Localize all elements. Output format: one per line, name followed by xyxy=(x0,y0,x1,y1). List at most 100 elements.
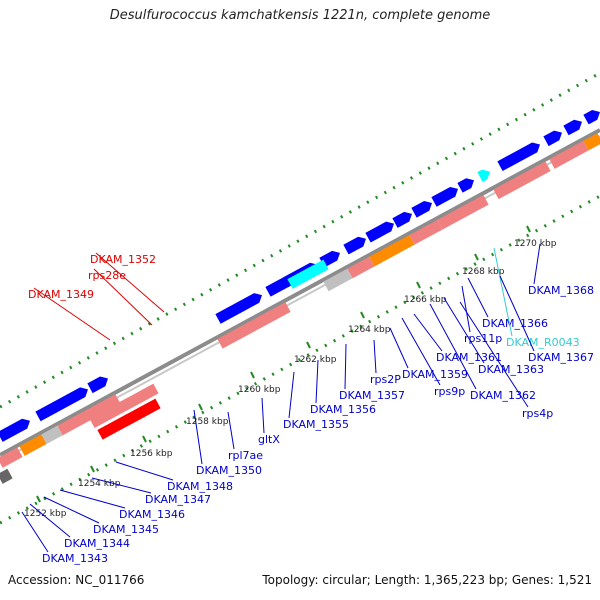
gene-arrow xyxy=(411,201,432,218)
label-leader-line xyxy=(389,327,409,369)
accession-text: Accession: NC_011766 xyxy=(8,573,145,587)
gene-feature xyxy=(89,383,159,429)
gene-feature xyxy=(411,201,432,218)
label-leader-line xyxy=(315,359,319,404)
tick-track: 1252 kbp 1254 kbp 1256 kbp 1258 kbp 1260 kbp… xyxy=(24,225,557,519)
gene-feature xyxy=(457,178,475,193)
label-leader-line xyxy=(288,371,295,419)
gene-feature xyxy=(217,302,291,349)
gene-feature xyxy=(287,259,329,289)
gene-label: DKAM_1350 xyxy=(196,464,262,477)
label-leader-line xyxy=(59,489,126,509)
label-leader-line xyxy=(401,317,441,386)
label-leader-line xyxy=(33,287,111,341)
gene-feature xyxy=(369,234,415,267)
feature-track xyxy=(0,110,600,484)
gene-feature xyxy=(409,219,443,245)
gene-arrow xyxy=(343,236,366,255)
gene-block xyxy=(583,133,600,151)
gene-feature xyxy=(0,418,30,442)
gene-feature xyxy=(343,236,366,255)
gene-feature xyxy=(563,119,583,136)
tick-mark xyxy=(250,371,255,379)
gene-label: gltX xyxy=(258,433,280,446)
gene-label: DKAM_1368 xyxy=(528,284,594,297)
gene-block xyxy=(493,161,551,200)
gene-label: DKAM_1344 xyxy=(64,537,130,550)
tick-label: 1262 kbp xyxy=(294,355,337,365)
gene-feature xyxy=(57,394,121,436)
tick-label: 1268 kbp xyxy=(462,267,505,277)
label-leader-line xyxy=(459,301,529,408)
gene-label: DKAM_R0043 xyxy=(506,336,580,349)
gene-block xyxy=(437,194,489,230)
gene-label: DKAM_1356 xyxy=(310,403,376,416)
gene-feature xyxy=(97,398,161,440)
gene-label: DKAM_1346 xyxy=(119,508,185,521)
label-leader-line xyxy=(29,503,71,538)
gene-label: DKAM_1366 xyxy=(482,317,548,330)
label-leader-line xyxy=(93,268,153,326)
label-leader-line xyxy=(193,409,203,465)
genome-stats-text: Topology: circular; Length: 1,365,223 bp… xyxy=(262,573,592,587)
gene-feature xyxy=(392,211,413,228)
gene-block xyxy=(19,434,47,456)
gene-label: DKAM_1348 xyxy=(167,480,233,493)
gene-label: DKAM_1362 xyxy=(470,389,536,402)
gene-label: DKAM_1343 xyxy=(42,552,108,565)
gene-label: rps11p xyxy=(464,332,502,345)
gene-label: DKAM_1352 xyxy=(90,253,156,266)
gene-label: DKAM_1357 xyxy=(339,389,405,402)
tick-mark xyxy=(36,495,41,503)
inner-dotted-ring xyxy=(0,194,600,525)
gene-feature xyxy=(41,425,63,445)
label-leader-line xyxy=(493,247,513,337)
gene-label: DKAM_1361 xyxy=(436,351,502,364)
label-leader-line xyxy=(461,285,471,333)
gene-block xyxy=(57,394,121,436)
gene-arrow xyxy=(265,277,290,297)
gene-feature xyxy=(19,434,47,456)
label-leader-line xyxy=(499,275,535,352)
gene-block xyxy=(369,234,415,267)
tick-label: 1252 kbp xyxy=(24,509,67,519)
gene-feature xyxy=(0,447,23,468)
gene-arrow xyxy=(563,119,583,136)
gene-feature xyxy=(0,468,13,484)
gene-block xyxy=(287,259,329,289)
label-leader-line xyxy=(261,397,265,434)
gene-block xyxy=(549,140,589,169)
gene-arrow xyxy=(87,376,108,394)
gene-arrow xyxy=(215,293,262,324)
gene-label: DKAM_1367 xyxy=(528,351,594,364)
tick-mark xyxy=(90,465,95,473)
tick-mark xyxy=(360,311,365,319)
tick-mark xyxy=(526,225,531,233)
label-leader-line xyxy=(344,343,347,390)
tick-mark xyxy=(198,403,203,411)
gene-feature xyxy=(87,376,108,394)
gene-block xyxy=(217,302,291,349)
gene-label: DKAM_1349 xyxy=(28,288,94,301)
backbone-outer xyxy=(0,128,600,457)
gene-feature xyxy=(347,256,375,279)
gene-label: rps4p xyxy=(522,407,553,420)
gene-block xyxy=(97,398,161,440)
tick-label: 1266 kbp xyxy=(404,295,447,305)
gene-feature xyxy=(215,293,262,324)
label-leader-line xyxy=(443,297,485,364)
gene-label: DKAM_1345 xyxy=(93,523,159,536)
gene-arrow xyxy=(431,186,458,207)
map-title: Desulfurococcus kamchatkensis 1221n, com… xyxy=(109,8,491,23)
gene-block xyxy=(323,268,353,292)
gene-label: rps9p xyxy=(434,385,465,398)
tick-label: 1270 kbp xyxy=(514,239,557,249)
tick-label: 1256 kbp xyxy=(130,449,173,459)
gene-feature xyxy=(437,194,489,230)
gene-label: DKAM_1347 xyxy=(145,493,211,506)
gene-feature xyxy=(477,169,490,182)
gene-label: DKAM_1355 xyxy=(283,418,349,431)
gene-feature xyxy=(35,387,89,422)
gene-feature xyxy=(583,133,600,151)
